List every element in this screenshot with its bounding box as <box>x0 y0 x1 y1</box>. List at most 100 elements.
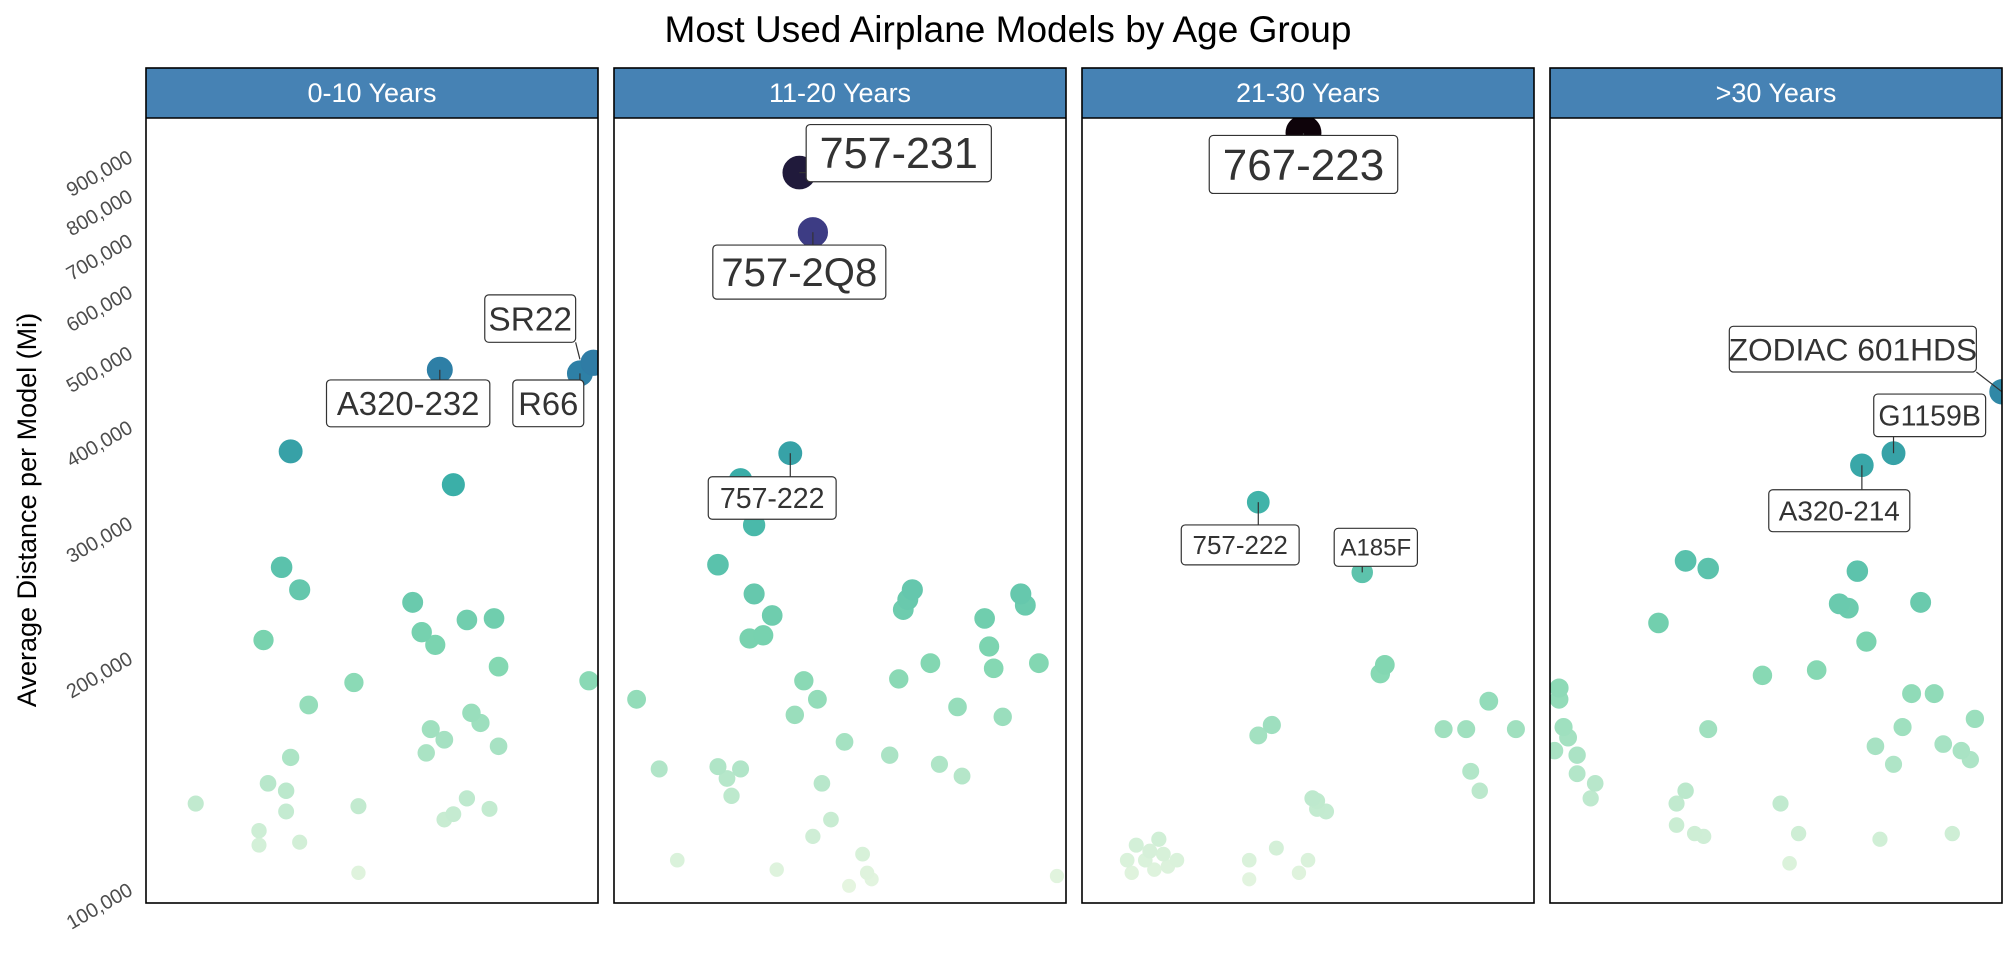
data-point <box>1752 665 1773 686</box>
panel-border <box>613 67 1067 904</box>
data-point <box>1934 735 1953 753</box>
label-text: A185F <box>1340 535 1411 562</box>
data-point <box>435 730 454 749</box>
facet-strip <box>614 68 1066 118</box>
data-point <box>462 703 481 723</box>
data-point <box>650 760 668 778</box>
data-point <box>351 865 366 880</box>
label-text: A320-232 <box>337 385 480 422</box>
point-label: 767-223 <box>1208 133 1399 195</box>
data-point <box>901 579 923 601</box>
data-point <box>417 744 435 762</box>
y-tick-label: 200,000 <box>63 648 137 703</box>
data-point <box>270 556 293 579</box>
data-point <box>1300 852 1316 868</box>
facet-strip <box>1082 68 1534 118</box>
data-point <box>835 733 854 751</box>
data-point <box>1434 720 1453 739</box>
data-point <box>1241 852 1257 868</box>
label-text: 757-231 <box>820 130 978 178</box>
data-point <box>1648 612 1669 634</box>
facet-strip <box>1550 68 2002 118</box>
data-point <box>1772 795 1789 812</box>
data-point <box>1952 741 1971 760</box>
data-point <box>1677 782 1694 800</box>
data-point <box>1686 825 1703 842</box>
data-point <box>983 658 1004 679</box>
data-point <box>769 862 784 877</box>
data-point <box>579 671 598 691</box>
data-point <box>1262 715 1281 735</box>
data-point <box>1147 862 1162 877</box>
data-point <box>292 834 308 850</box>
data-point <box>489 737 508 756</box>
data-point <box>1568 746 1586 764</box>
data-point <box>1944 825 1960 842</box>
data-point <box>1028 653 1049 674</box>
points-layer <box>187 349 598 880</box>
panel-border <box>1081 67 1535 904</box>
data-point <box>278 439 303 464</box>
data-point <box>1291 865 1307 880</box>
data-point <box>1462 762 1480 780</box>
data-point <box>993 707 1012 727</box>
point-label: 757-222 <box>1180 502 1300 566</box>
label-box <box>1873 393 1987 438</box>
point-label: A320-232 <box>325 369 491 428</box>
facet-strip-label: 11-20 Years <box>769 78 911 108</box>
data-point <box>1249 726 1268 745</box>
data-point <box>277 782 295 800</box>
label-box <box>712 244 887 300</box>
data-point <box>259 775 277 792</box>
label-box <box>805 123 992 183</box>
data-point <box>709 758 727 776</box>
data-point <box>823 811 839 828</box>
data-point <box>842 878 857 893</box>
point-label: 757-222 <box>707 453 837 520</box>
y-axis-ticks: 100,000 200,000 300,000 400,000 500,000600,0… <box>63 146 137 934</box>
y-tick-label: 500,000 <box>63 342 137 397</box>
data-point <box>445 806 462 823</box>
label-box <box>1333 527 1418 567</box>
data-point <box>1856 631 1877 652</box>
data-point <box>488 656 509 677</box>
data-point <box>1554 718 1573 737</box>
data-point <box>421 720 440 739</box>
label-text: A320-214 <box>1779 496 1900 527</box>
data-point <box>1989 379 2002 405</box>
label-text: 767-223 <box>1223 141 1384 190</box>
data-point <box>281 748 300 767</box>
data-point <box>1471 782 1488 800</box>
data-point <box>953 767 971 785</box>
data-point <box>1668 817 1685 833</box>
data-point <box>402 591 424 613</box>
point-label: A185F <box>1333 527 1418 573</box>
data-point <box>1049 868 1065 884</box>
data-point <box>251 822 267 839</box>
data-point <box>289 579 311 601</box>
label-text: G1159B <box>1878 400 1981 432</box>
data-point <box>1668 795 1685 812</box>
data-point <box>732 760 750 778</box>
data-point <box>1872 831 1888 847</box>
label-box <box>1768 489 1911 533</box>
point-label: G1159B <box>1873 393 1987 454</box>
facet-strip-label: 0-10 Years <box>307 78 436 108</box>
data-point <box>813 775 831 792</box>
label-box <box>325 379 491 428</box>
data-point <box>344 672 364 693</box>
data-point <box>299 695 319 715</box>
data-point <box>187 795 204 812</box>
data-point <box>1169 852 1185 868</box>
data-point <box>1806 660 1827 680</box>
facet-panel: 0-10 Years SR22 A320-232 R66 <box>145 67 599 904</box>
data-point <box>1268 840 1284 856</box>
y-axis-label: Average Distance per Model (Mi) <box>12 313 42 707</box>
data-point <box>1866 737 1885 756</box>
data-point <box>1155 846 1171 862</box>
data-point <box>1151 831 1167 847</box>
data-point <box>1910 591 1932 613</box>
data-point <box>1506 720 1525 739</box>
points-layer <box>1119 118 1525 887</box>
data-point <box>1374 655 1395 675</box>
